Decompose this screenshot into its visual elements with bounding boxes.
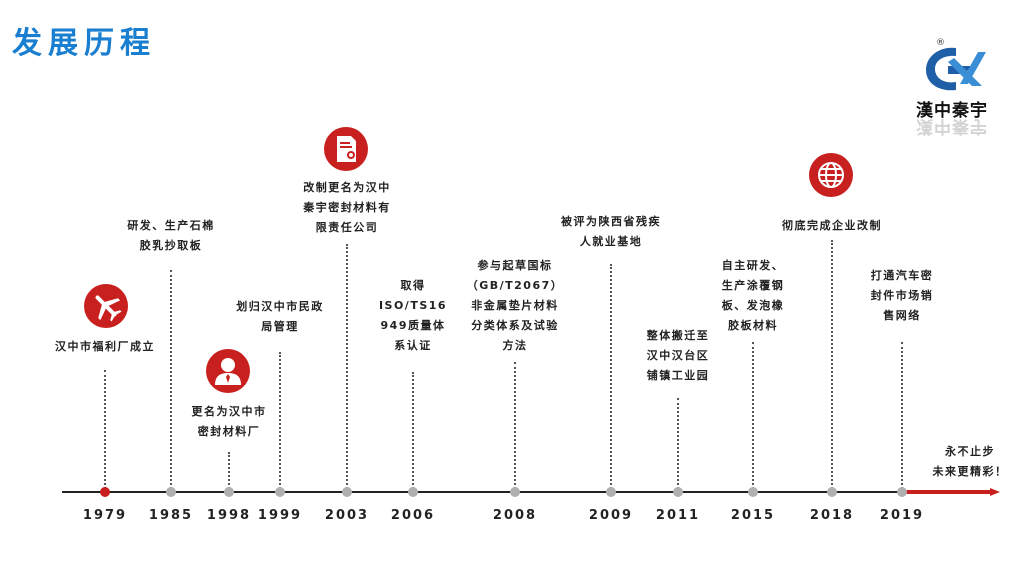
year-label-2003: 2003 <box>324 508 370 523</box>
milestone-label-2006: 取得 ISO/TS16 949质量体 系认证 <box>378 279 448 352</box>
year-label-2008: 2008 <box>492 508 538 523</box>
timeline-dot-2019 <box>897 487 907 497</box>
timeline-dot-2006 <box>408 487 418 497</box>
timeline-dot-2009 <box>606 487 616 497</box>
globe-icon <box>809 153 853 197</box>
timeline-dot-2008 <box>510 487 520 497</box>
page-title: 发展历程 <box>12 26 156 61</box>
year-label-2019: 2019 <box>879 508 925 523</box>
logo-text: 漢中秦宇 <box>916 101 988 121</box>
milestone-label-2019: 打通汽车密 封件市场销 售网络 <box>870 269 934 322</box>
timeline-dot-2018 <box>827 487 837 497</box>
milestone-label-1979: 汉中市福利厂成立 <box>55 340 155 353</box>
milestone-label-1999: 划归汉中市民政 局管理 <box>236 300 324 333</box>
timeline-dot-1998 <box>224 487 234 497</box>
year-label-2015: 2015 <box>730 508 776 523</box>
company-logo: ® 漢中秦宇 漢中秦宇 <box>912 38 992 138</box>
year-label-2018: 2018 <box>809 508 855 523</box>
milestone-label-1998: 更名为汉中市 密封材料厂 <box>191 405 267 438</box>
certificate-icon <box>324 127 368 171</box>
timeline-axis <box>62 491 924 493</box>
timeline-stem-2011 <box>677 398 679 489</box>
year-label-2009: 2009 <box>588 508 634 523</box>
timeline-dot-2015 <box>748 487 758 497</box>
timeline-dot-1979 <box>100 487 110 497</box>
timeline-stem-1998 <box>228 452 230 489</box>
timeline-stem-2003 <box>346 244 348 489</box>
year-label-1979: 1979 <box>82 508 128 523</box>
milestone-label-1985: 研发、生产石棉 胶乳抄取板 <box>127 219 215 252</box>
milestone-label-2008: 参与起草国标 （GB/T2067） 非金属垫片材料 分类体系及试验 方法 <box>466 259 564 352</box>
timeline-stem-2009 <box>610 264 612 489</box>
timeline-stem-2018 <box>831 240 833 489</box>
milestone-label-2015: 自主研发、 生产涂覆钢 板、发泡橡 胶板材料 <box>721 259 785 332</box>
logo-text-reflection: 漢中秦宇 <box>916 116 988 136</box>
timeline-stem-1985 <box>170 270 172 489</box>
timeline-stem-2015 <box>752 342 754 489</box>
timeline-stem-2019 <box>901 342 903 489</box>
timeline-dot-1999 <box>275 487 285 497</box>
person-icon <box>206 349 250 393</box>
milestone-label-2009: 被评为陕西省残疾 人就业基地 <box>561 215 661 248</box>
registered-mark: ® <box>936 38 945 48</box>
timeline-arrow-icon <box>904 488 1000 496</box>
milestone-label-2011: 整体搬迁至 汉中汉台区 铺镇工业园 <box>646 329 710 382</box>
year-label-2006: 2006 <box>390 508 436 523</box>
year-label-2011: 2011 <box>655 508 701 523</box>
timeline-dot-1985 <box>166 487 176 497</box>
timeline-stem-1999 <box>279 352 281 489</box>
timeline-dot-2011 <box>673 487 683 497</box>
year-label-1985: 1985 <box>148 508 194 523</box>
year-label-1999: 1999 <box>257 508 303 523</box>
timeline-stem-2008 <box>514 362 516 489</box>
timeline-stem-1979 <box>104 370 106 489</box>
ending-label: 永不止步 未来更精彩！ <box>932 445 1008 478</box>
timeline-dot-2003 <box>342 487 352 497</box>
year-label-1998: 1998 <box>206 508 252 523</box>
milestone-label-2003: 改制更名为汉中 秦宇密封材料有 限责任公司 <box>303 181 391 234</box>
milestone-label-2018: 彻底完成企业改制 <box>782 219 882 232</box>
timeline-stem-2006 <box>412 372 414 489</box>
logo-emblem-icon <box>926 47 986 91</box>
airplane-icon <box>84 284 128 328</box>
